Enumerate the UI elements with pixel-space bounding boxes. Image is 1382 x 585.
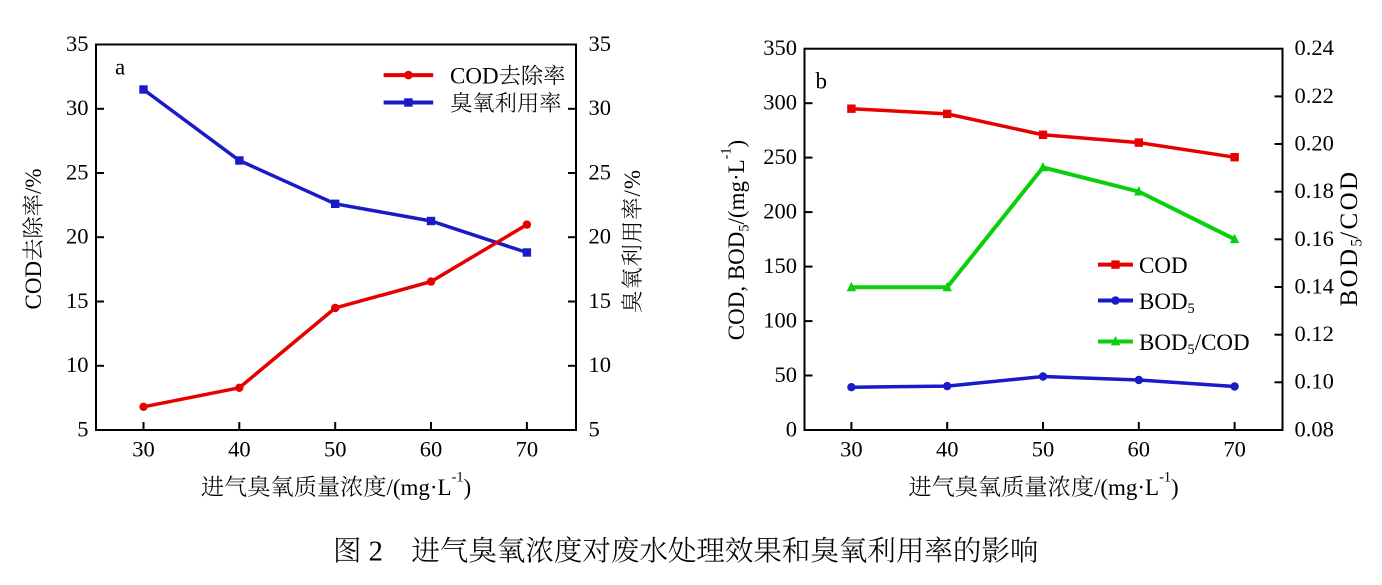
svg-text:5: 5 [1188,342,1195,358]
svg-text:0: 0 [786,416,797,441]
svg-text:200: 200 [763,199,797,224]
svg-text:50: 50 [1032,437,1055,462]
svg-text:): ) [1171,475,1179,500]
svg-text:/COD: /COD [1195,330,1250,355]
svg-text:COD: COD [1139,253,1188,278]
svg-text:0.12: 0.12 [1295,321,1334,346]
svg-text:0.24: 0.24 [1295,35,1334,60]
svg-text:COD: COD [21,261,46,310]
svg-text:60: 60 [1128,437,1151,462]
svg-text:40: 40 [936,437,959,462]
svg-text:30: 30 [132,437,155,462]
svg-text:35: 35 [66,31,89,56]
svg-text:·: · [430,475,438,500]
svg-text:a: a [115,55,125,80]
svg-text:300: 300 [763,90,797,115]
svg-text:25: 25 [589,159,612,184]
svg-text:BOD: BOD [1139,330,1188,355]
svg-text:/(mg: /(mg [724,181,749,225]
svg-text:50: 50 [775,362,798,387]
svg-text:0.18: 0.18 [1295,178,1334,203]
svg-text:-1: -1 [1159,469,1171,485]
svg-text:25: 25 [66,159,89,184]
svg-text:/(mg: /(mg [386,475,430,500]
svg-text:BOD: BOD [1139,289,1188,314]
svg-text:/%: /% [620,169,645,197]
svg-text:0.10: 0.10 [1295,369,1334,394]
svg-text:5: 5 [1188,301,1195,317]
svg-text:35: 35 [589,31,612,56]
svg-text:30: 30 [589,95,612,120]
svg-text:20: 20 [589,224,612,249]
svg-text:15: 15 [589,288,612,313]
svg-text:0.14: 0.14 [1295,273,1334,298]
svg-text:COD: COD [450,63,499,88]
svg-text:COD, BOD: COD, BOD [724,232,749,341]
svg-text:50: 50 [324,437,347,462]
svg-text:150: 150 [763,253,797,278]
svg-text:70: 70 [516,437,539,462]
svg-text:350: 350 [763,35,797,60]
svg-text:100: 100 [763,307,797,332]
svg-text:5: 5 [1349,239,1366,247]
svg-text:-1: -1 [718,147,734,159]
svg-text:L: L [438,475,452,500]
svg-text:10: 10 [589,352,612,377]
svg-text:0.22: 0.22 [1295,83,1334,108]
svg-text:): ) [463,475,471,500]
svg-text:10: 10 [66,352,89,377]
svg-text:·: · [1137,475,1145,500]
svg-text:/(mg: /(mg [1094,475,1138,500]
svg-text:): ) [724,140,749,148]
svg-text:-1: -1 [452,469,464,485]
svg-text:0.08: 0.08 [1295,416,1334,441]
svg-text:L: L [1145,475,1159,500]
svg-text:40: 40 [228,437,251,462]
svg-text:/%: /% [21,168,46,194]
svg-text:L: L [724,159,749,173]
svg-text:30: 30 [66,95,89,120]
svg-text:2: 2 [362,537,391,568]
svg-text:30: 30 [840,437,863,462]
svg-text:0.20: 0.20 [1295,130,1334,155]
svg-text:/COD: /COD [1336,169,1363,238]
svg-text:BOD: BOD [1336,247,1363,307]
svg-text:·: · [724,173,749,181]
svg-text:5: 5 [736,224,752,231]
svg-text:20: 20 [66,224,89,249]
svg-text:250: 250 [763,144,797,169]
svg-text:0.16: 0.16 [1295,226,1334,251]
svg-text:5: 5 [589,416,600,441]
svg-text:70: 70 [1223,437,1246,462]
svg-text:60: 60 [420,437,443,462]
svg-text:b: b [816,68,828,93]
svg-text:15: 15 [66,288,89,313]
svg-text:5: 5 [77,416,88,441]
